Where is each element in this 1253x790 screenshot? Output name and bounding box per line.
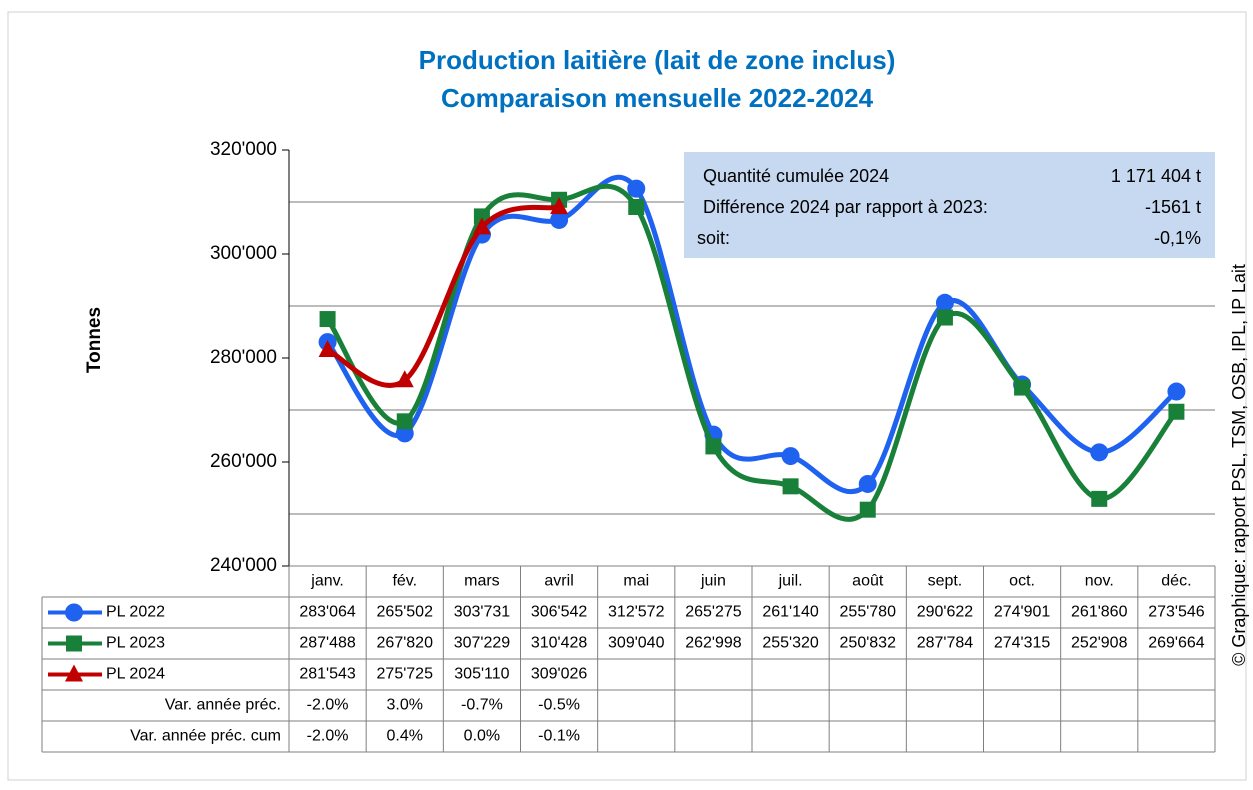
x-tick-label: janv. [310,573,344,590]
table-value: -2.0% [307,728,349,745]
table-value: 252'908 [1071,635,1128,652]
legend-label: PL 2024 [106,666,165,683]
table-value: -2.0% [307,697,349,714]
chart-title: Production laitière (lait de zone inclus… [419,45,896,75]
x-tick-label: mars [464,573,500,590]
table-value: 309'026 [531,666,588,683]
legend-marker [65,664,83,682]
table-value: 287'784 [917,635,974,652]
table-value: -0.5% [538,697,580,714]
y-tick-label: 280'000 [210,347,277,368]
table-value: 290'622 [917,604,974,621]
point [550,210,569,229]
table-value: 0.4% [387,728,423,745]
table-value: 312'572 [608,604,665,621]
point [858,474,877,493]
point [935,293,954,312]
table-value: 255'320 [762,635,819,652]
point [627,179,646,198]
point [318,339,337,357]
x-tick-label: juil. [778,573,803,590]
info-value: -1561 t [1145,197,1201,217]
info-label: Quantité cumulée 2024 [703,166,889,186]
y-tick-label: 320'000 [210,139,277,160]
info-box [684,152,1215,258]
frame [7,11,1247,781]
chart-subtitle: Comparaison mensuelle 2022-2024 [441,83,874,113]
table-value: 265'275 [685,604,742,621]
table-value: 261'860 [1071,604,1128,621]
y-tick-label: 240'000 [210,555,277,576]
point [936,309,953,326]
table-value: 305'110 [454,666,509,683]
series-line [326,204,560,388]
x-tick-label: août [852,573,884,590]
row-label: Var. année préc. [165,697,281,714]
table-value: 281'543 [299,666,356,683]
y-tick-label: 260'000 [210,451,277,472]
info-value: 1 171 404 t [1111,166,1201,186]
table-value: 262'998 [685,635,742,652]
x-tick-label: déc. [1161,573,1191,590]
table-value: -0.1% [538,728,580,745]
point [781,447,800,466]
point [859,501,876,518]
x-tick-label: nov. [1085,573,1114,590]
table-value: 309'040 [608,635,665,652]
point [396,413,413,430]
table-value: 275'725 [377,666,434,683]
point [782,478,799,495]
table-value: 306'542 [531,604,588,621]
legend-label: PL 2023 [106,635,165,652]
point [1168,403,1185,420]
legend-marker [65,603,83,622]
point [395,370,414,388]
table-value: 287'488 [299,635,356,652]
point [319,311,336,328]
table-value: 0.0% [464,728,500,745]
x-tick-label: oct. [1009,573,1035,590]
point [1167,382,1186,401]
point [705,438,722,455]
point [1090,443,1109,462]
table-value: 265'502 [377,604,434,621]
point [1091,490,1108,507]
table-value: 274'901 [994,604,1051,621]
table-value: 250'832 [840,635,897,652]
table-value: 303'731 [454,604,511,621]
table-value: 255'780 [840,604,897,621]
table-value: 307'229 [454,635,511,652]
info-label: soit: [697,228,730,248]
source: © Graphique: rapport PSL, TSM, OSB, IPL,… [1229,264,1249,666]
table-value: 274'315 [994,635,1051,652]
info-value: -0,1% [1154,228,1201,248]
point [472,217,491,235]
table-value: 273'546 [1148,604,1205,621]
table-value: 261'140 [762,604,819,621]
table-value: 310'428 [531,635,588,652]
x-tick-label: sept. [928,573,963,590]
table-value: 267'820 [377,635,434,652]
x-tick-label: juin [700,573,726,590]
table-value: 283'064 [299,604,356,621]
x-tick-label: avril [544,573,573,590]
point [550,197,569,215]
info-label: Différence 2024 par rapport à 2023: [703,197,988,217]
y-tick-label: 300'000 [210,243,277,264]
row-label: Var. année préc. cum [130,728,281,745]
y-axis-label: Tonnes [84,307,105,373]
x-tick-label: mai [623,573,649,590]
legend-marker [66,635,82,652]
point [628,198,645,215]
table-value: 269'664 [1148,635,1205,652]
table-value: -0.7% [461,697,503,714]
x-tick-label: fév. [392,573,417,590]
point [1014,379,1031,396]
legend-label: PL 2022 [106,604,165,621]
table-value: 3.0% [387,697,423,714]
